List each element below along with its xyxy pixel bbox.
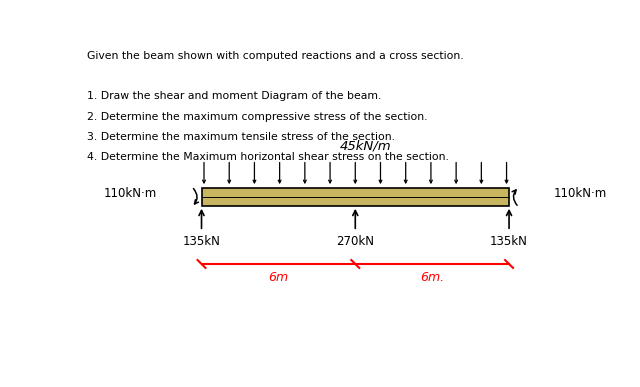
Text: 6m: 6m	[268, 271, 289, 284]
Text: 270kN: 270kN	[336, 235, 374, 248]
Text: 4. Determine the Maximum horizontal shear stress on the section.: 4. Determine the Maximum horizontal shea…	[88, 152, 449, 162]
Text: 1. Draw the shear and moment Diagram of the beam.: 1. Draw the shear and moment Diagram of …	[88, 91, 382, 101]
Bar	[202, 188, 509, 206]
Text: 135kN: 135kN	[182, 235, 220, 248]
Text: 6m.: 6m.	[420, 271, 444, 284]
Text: Given the beam shown with computed reactions and a cross section.: Given the beam shown with computed react…	[88, 51, 464, 61]
Text: 3. Determine the maximum tensile stress of the section.: 3. Determine the maximum tensile stress …	[88, 132, 396, 142]
Text: 2. Determine the maximum compressive stress of the section.: 2. Determine the maximum compressive str…	[88, 112, 428, 122]
Text: 110kN·m: 110kN·m	[554, 187, 607, 200]
Text: 110kN·m: 110kN·m	[104, 187, 157, 200]
Text: 135kN: 135kN	[490, 235, 528, 248]
Text: 45kN/m: 45kN/m	[339, 139, 391, 152]
